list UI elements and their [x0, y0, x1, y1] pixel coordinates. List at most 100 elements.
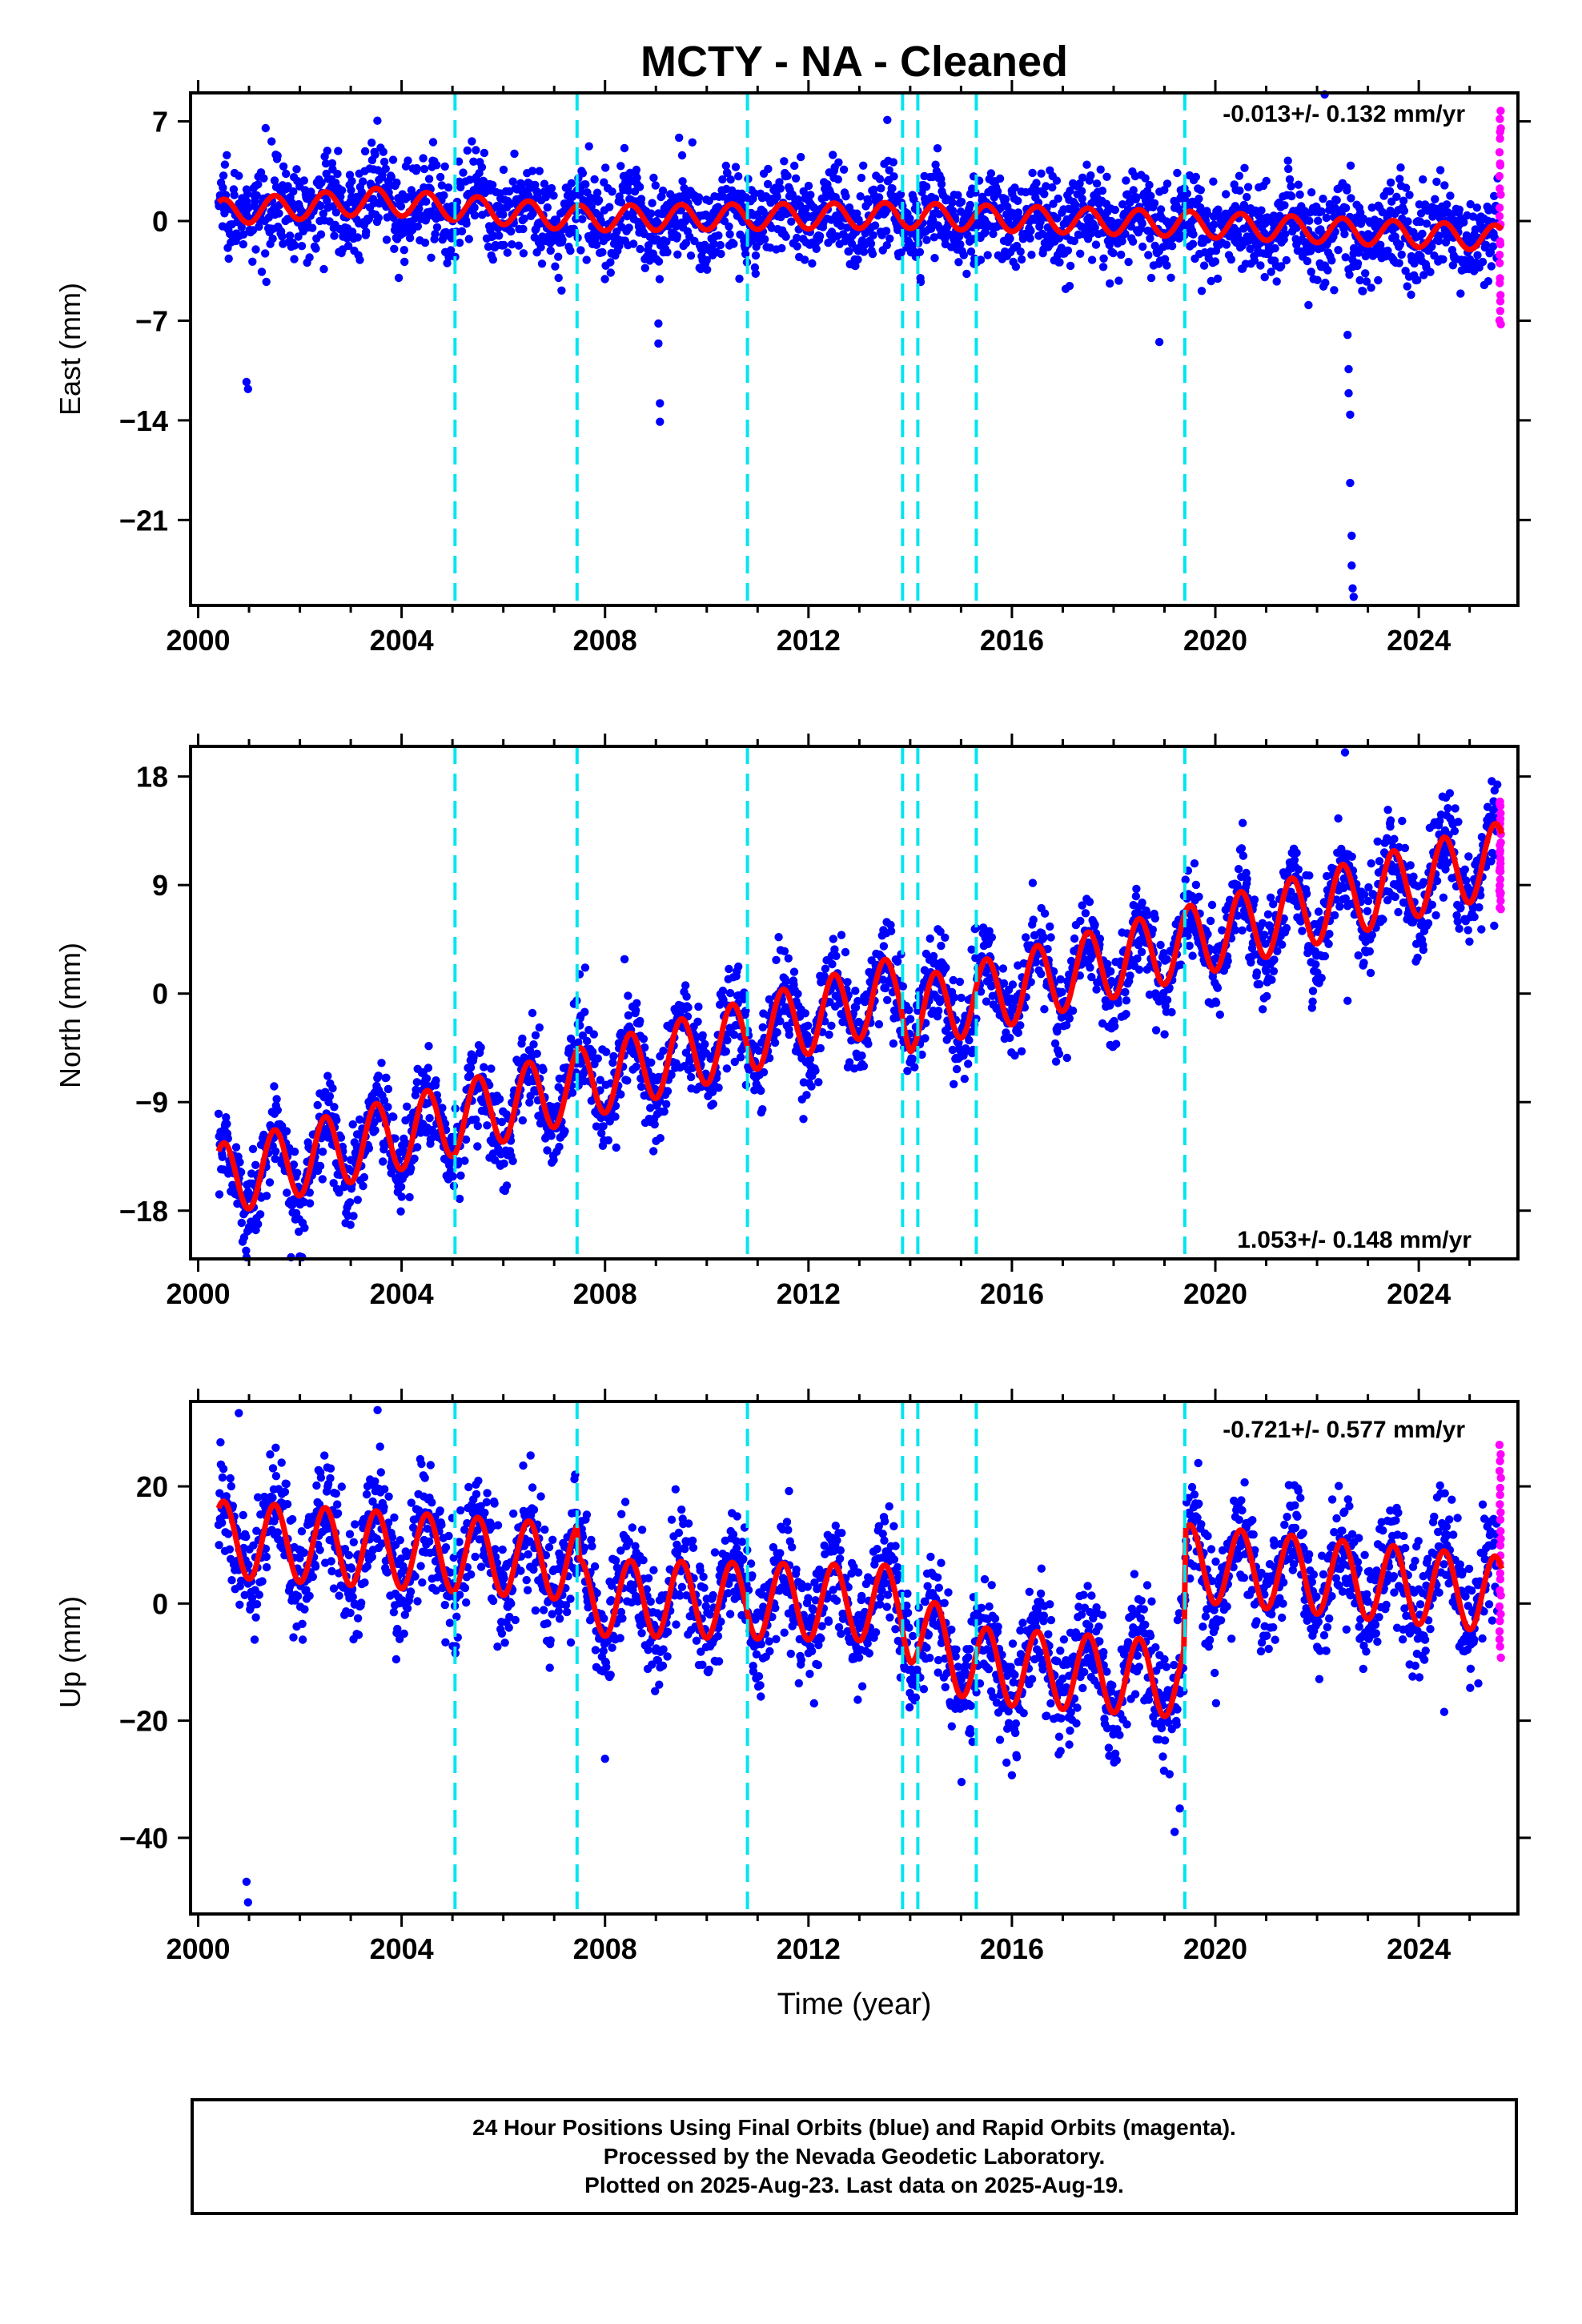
final-orbit-point [1308, 997, 1317, 1006]
final-orbit-point [1162, 179, 1172, 188]
final-orbit-point [600, 275, 609, 283]
final-orbit-point [673, 231, 681, 240]
final-orbit-point [1188, 239, 1198, 248]
final-orbit-point [722, 1064, 732, 1073]
final-orbit-point [905, 1015, 915, 1023]
chart-title: MCTY - NA - Cleaned [640, 38, 1068, 86]
final-orbit-point [1211, 999, 1221, 1007]
final-orbit-point [584, 142, 593, 151]
final-orbit-point [601, 163, 610, 172]
final-orbit-point [316, 201, 325, 211]
final-orbit-point [1341, 203, 1351, 212]
final-orbit-point [1046, 922, 1054, 931]
final-orbit-point [321, 159, 331, 168]
final-orbit-point [1040, 1005, 1049, 1014]
final-orbit-point [690, 236, 699, 246]
final-orbit-point [500, 1159, 508, 1168]
y-tick-label: −14 [119, 404, 168, 437]
final-orbit-point [781, 232, 790, 241]
final-orbit-point [829, 935, 838, 943]
rapid-orbit-point [1496, 115, 1504, 123]
final-orbit-point [885, 234, 894, 243]
final-orbit-point [390, 244, 399, 253]
final-orbit-point [1223, 956, 1232, 966]
final-orbit-point [629, 239, 638, 248]
final-orbit-point [270, 176, 279, 185]
final-orbit-point [750, 189, 759, 198]
final-orbit-point [560, 1127, 569, 1136]
final-orbit-point [802, 1091, 811, 1100]
final-orbit-point [476, 1043, 485, 1052]
final-orbit-point [1227, 255, 1236, 264]
final-orbit-point [929, 951, 938, 961]
final-orbit-point [688, 138, 697, 147]
final-orbit-point [636, 1016, 644, 1026]
final-orbit-point [1063, 246, 1073, 255]
final-orbit-point [1162, 995, 1172, 1004]
final-orbit-point [1287, 182, 1295, 191]
final-orbit-point [677, 151, 687, 160]
final-orbit-point [581, 180, 590, 189]
final-orbit-point [282, 1127, 291, 1136]
final-orbit-point [959, 251, 969, 259]
final-orbit-point [1117, 250, 1126, 259]
final-orbit-point [293, 1168, 302, 1177]
final-orbit-point [1197, 287, 1207, 296]
final-orbit-point [964, 1059, 973, 1068]
final-orbit-point [582, 255, 591, 264]
final-orbit-point [1419, 175, 1427, 184]
final-orbit-point [334, 147, 343, 155]
final-orbit-point [1046, 933, 1055, 942]
final-orbit-point [1162, 261, 1171, 270]
final-orbit-point [403, 1102, 412, 1112]
final-orbit-point [837, 931, 846, 939]
final-orbit-point [1298, 927, 1307, 935]
final-orbit-point [1062, 1053, 1072, 1063]
final-orbit-point [725, 230, 734, 239]
final-orbit-point [989, 229, 998, 239]
final-orbit-point [528, 167, 537, 175]
final-orbit-point [374, 213, 383, 223]
final-orbit-point [636, 195, 646, 203]
final-orbit-point [218, 1152, 227, 1162]
final-orbit-point [1006, 1033, 1014, 1043]
final-orbit-point [1263, 991, 1271, 1001]
final-orbit-point [1124, 257, 1133, 267]
final-orbit-point [243, 197, 251, 206]
final-orbit-point [259, 174, 268, 183]
final-orbit-point [1065, 281, 1074, 291]
final-orbit-point [967, 945, 976, 954]
final-orbit-point [948, 198, 957, 207]
final-orbit-point [1303, 256, 1312, 266]
final-orbit-point [379, 147, 387, 156]
final-orbit-point [1278, 940, 1287, 949]
final-orbit-point [480, 148, 489, 158]
rapid-orbit-point [1496, 159, 1504, 168]
final-orbit-point [1131, 892, 1141, 901]
final-orbit-point [915, 247, 925, 256]
final-orbit-point [875, 175, 885, 183]
final-orbit-point [608, 187, 616, 196]
final-orbit-point [305, 1199, 315, 1208]
final-orbit-point [261, 249, 270, 258]
final-orbit-point [1487, 262, 1496, 271]
final-orbit-point [841, 947, 850, 957]
final-orbit-point [893, 957, 902, 967]
final-orbit-point [859, 161, 868, 170]
final-orbit-point [547, 1132, 556, 1140]
final-orbit-point [1294, 865, 1303, 875]
final-orbit-point [1280, 201, 1289, 210]
final-orbit-point [962, 269, 971, 279]
final-orbit-point [1385, 187, 1395, 195]
final-orbit-point [1222, 190, 1231, 199]
final-orbit-point [547, 183, 556, 193]
final-orbit-point [1399, 207, 1409, 215]
final-orbit-point [636, 244, 644, 254]
final-orbit-point [1243, 183, 1253, 191]
final-orbit-point [1324, 939, 1333, 949]
final-orbit-point [1102, 172, 1111, 181]
final-orbit-point [311, 244, 320, 253]
final-orbit-point [323, 147, 331, 155]
final-orbit-point [1106, 1001, 1114, 1010]
